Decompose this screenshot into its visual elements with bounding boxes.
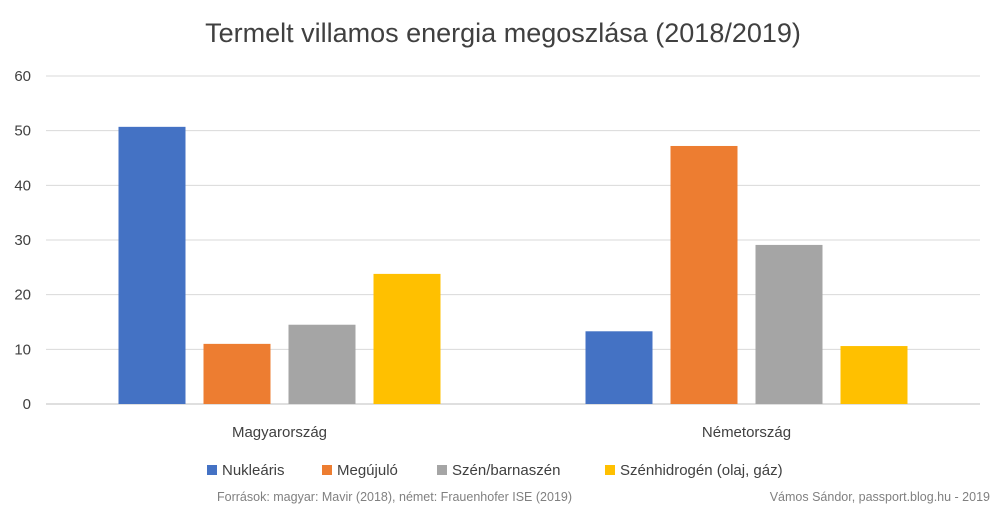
chart-title: Termelt villamos energia megoszlása (201… xyxy=(205,18,801,48)
legend: Nukleáris Megújuló Szén/barnaszén Szénhidro… xyxy=(207,462,783,479)
bar xyxy=(203,343,271,404)
y-tick-label: 0 xyxy=(23,396,31,413)
legend-label: Nukleáris xyxy=(222,462,285,479)
legend-label: Megújuló xyxy=(337,462,398,479)
legend-swatch xyxy=(437,465,447,475)
legend-label: Szénhidrogén (olaj, gáz) xyxy=(620,462,783,479)
legend-swatch xyxy=(207,465,217,475)
grid-lines xyxy=(46,75,980,405)
bar xyxy=(755,244,823,404)
x-category-label: Magyarország xyxy=(232,424,327,441)
legend-swatch xyxy=(322,465,332,475)
y-tick-label: 40 xyxy=(14,177,31,194)
y-axis: 0 10 20 30 40 50 60 xyxy=(14,68,31,413)
y-tick-label: 60 xyxy=(14,68,31,85)
bar xyxy=(840,346,908,404)
y-tick-label: 50 xyxy=(14,123,31,140)
bar xyxy=(670,145,738,404)
bars xyxy=(118,126,908,404)
legend-label: Szén/barnaszén xyxy=(452,462,560,479)
bar xyxy=(118,126,186,404)
y-tick-label: 20 xyxy=(14,287,31,304)
legend-swatch xyxy=(605,465,615,475)
y-tick-label: 30 xyxy=(14,232,31,249)
bar xyxy=(288,324,356,404)
bar xyxy=(585,331,653,404)
credit-note: Vámos Sándor, passport.blog.hu - 2019 xyxy=(770,490,990,504)
y-tick-label: 10 xyxy=(14,341,31,358)
x-axis: Magyarország Németország xyxy=(232,424,791,441)
bar xyxy=(373,273,441,404)
x-category-label: Németország xyxy=(702,424,791,441)
source-note: Források: magyar: Mavir (2018), német: F… xyxy=(217,490,572,504)
